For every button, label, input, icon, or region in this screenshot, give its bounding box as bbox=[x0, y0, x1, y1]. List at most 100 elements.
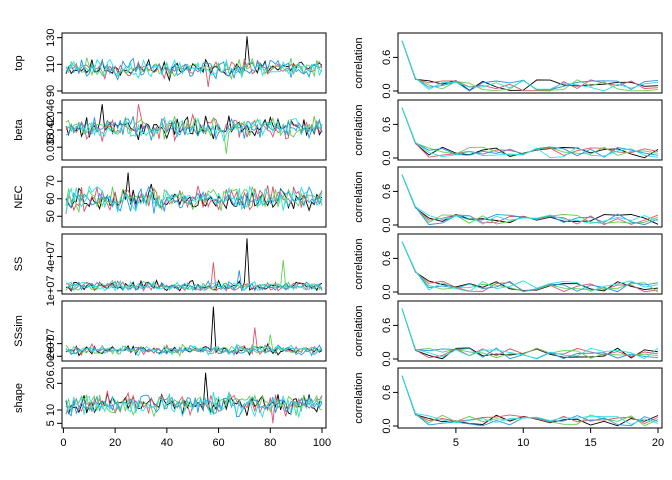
plot-frame bbox=[397, 300, 663, 362]
y-tick-label: 50 bbox=[45, 210, 57, 222]
acf-series-line bbox=[401, 40, 659, 91]
y-tick-label: 0.6 bbox=[381, 318, 393, 333]
panel-autocorrelation-0: 0.0 0.6 correlation bbox=[353, 32, 663, 99]
trace-series-line bbox=[65, 185, 323, 213]
y-tick-label: 0.046 bbox=[45, 99, 57, 127]
y-tick-label: 0.0 bbox=[381, 217, 393, 232]
y-axis-label: correlation bbox=[353, 104, 365, 155]
y-tick-label: 0.0 bbox=[381, 83, 393, 98]
plot-frame bbox=[397, 99, 663, 161]
y-tick-label: 1e+07 bbox=[45, 275, 57, 306]
y-tick-label: 130 bbox=[45, 28, 57, 46]
y-tick-label: 110 bbox=[45, 56, 57, 74]
trace-series-line bbox=[65, 391, 323, 419]
plot-frame bbox=[61, 367, 327, 429]
plot-frame bbox=[61, 32, 327, 94]
x-tick-label: 5 bbox=[453, 437, 459, 449]
acf-series-line bbox=[401, 174, 659, 225]
trace-series-line bbox=[65, 343, 323, 357]
trace-series-line bbox=[65, 280, 323, 292]
panel-trace-2: 50 60 70 NEC bbox=[13, 166, 327, 228]
panel-trace-5: 5 10 20 shape 0 20 40 60 80 100 bbox=[13, 367, 331, 449]
trace-series-line bbox=[65, 58, 323, 80]
y-axis-label: correlation bbox=[353, 171, 365, 222]
y-axis-label: SS bbox=[13, 257, 25, 272]
panel-autocorrelation-2: 0.0 0.6 correlation bbox=[353, 166, 663, 233]
acf-series-line bbox=[401, 241, 659, 293]
plot-frame bbox=[61, 166, 327, 228]
trace-series-line bbox=[65, 334, 323, 358]
acf-series-line bbox=[401, 308, 659, 360]
y-axis-label: top bbox=[13, 55, 25, 70]
panel-autocorrelation-4: 0.0 0.6 correlation bbox=[353, 300, 663, 367]
panel-autocorrelation-3: 0.0 0.6 correlation bbox=[353, 233, 663, 300]
y-tick-label: 70 bbox=[45, 175, 57, 187]
y-tick-label: 60 bbox=[45, 193, 57, 205]
trace-series-line bbox=[65, 57, 323, 81]
x-tick-label: 100 bbox=[313, 437, 331, 449]
y-axis-label: correlation bbox=[353, 37, 365, 88]
x-tick-label: 60 bbox=[212, 437, 224, 449]
plot-frame bbox=[397, 32, 663, 94]
x-tick-label: 20 bbox=[652, 437, 664, 449]
panel-autocorrelation-5: 0.0 0.6 correlation 5 10 15 20 bbox=[353, 367, 664, 449]
y-axis-label: correlation bbox=[353, 305, 365, 356]
x-tick-label: 80 bbox=[264, 437, 276, 449]
acf-series-line bbox=[401, 107, 659, 159]
y-axis-label: shape bbox=[13, 383, 25, 413]
trace-series-line bbox=[65, 116, 323, 142]
acf-series-line bbox=[401, 174, 659, 226]
y-axis-label: SSsim bbox=[13, 315, 25, 347]
acf-series-line bbox=[401, 174, 659, 225]
trace-series-line bbox=[65, 36, 323, 82]
acf-series-line bbox=[401, 174, 659, 226]
trace-series-line bbox=[65, 115, 323, 154]
y-axis-label: beta bbox=[13, 118, 25, 140]
y-tick-label: 90 bbox=[45, 85, 57, 97]
trace-series-line bbox=[65, 262, 323, 292]
acf-series-line bbox=[401, 241, 659, 293]
acf-series-line bbox=[401, 174, 659, 225]
acf-series-line bbox=[401, 40, 659, 92]
y-axis-label: NEC bbox=[13, 185, 25, 208]
y-tick-label: 0.042 bbox=[45, 116, 57, 144]
acf-series-line bbox=[401, 375, 659, 426]
y-tick-label: 0.0 bbox=[381, 284, 393, 299]
y-tick-label: 0.6 bbox=[381, 50, 393, 65]
y-axis-label: correlation bbox=[353, 372, 365, 423]
x-tick-label: 10 bbox=[517, 437, 529, 449]
y-tick-label: 0.0 bbox=[381, 418, 393, 433]
y-tick-label: 0.6 bbox=[381, 251, 393, 266]
y-tick-label: 0.0 bbox=[381, 150, 393, 165]
y-tick-label: 0.0 bbox=[381, 351, 393, 366]
y-tick-label: 2e+07 bbox=[45, 328, 57, 359]
trace-series-line bbox=[65, 238, 323, 292]
panel-trace-3: 1e+07 4e+07 SS bbox=[13, 233, 327, 306]
panel-autocorrelation-1: 0.0 0.6 correlation bbox=[353, 99, 663, 166]
y-tick-label: 20 bbox=[45, 377, 57, 389]
y-axis-label: correlation bbox=[353, 238, 365, 289]
plot-frame bbox=[397, 367, 663, 429]
x-tick-label: 0 bbox=[60, 437, 66, 449]
y-tick-label: 0.038 bbox=[45, 133, 57, 161]
plot-frame bbox=[397, 233, 663, 295]
trace-series-line bbox=[65, 186, 323, 214]
plot-frame bbox=[61, 233, 327, 295]
y-tick-label: 5 bbox=[45, 420, 57, 426]
y-tick-label: 6.0e+07 bbox=[45, 336, 57, 376]
panel-trace-0: 90 110 130 top bbox=[13, 28, 327, 97]
x-tick-label: 15 bbox=[585, 437, 597, 449]
plot-frame bbox=[61, 300, 327, 362]
x-tick-label: 40 bbox=[161, 437, 173, 449]
y-tick-label: 0.6 bbox=[381, 184, 393, 199]
acf-series-line bbox=[401, 308, 659, 359]
plot-frame bbox=[397, 166, 663, 228]
y-tick-label: 0.6 bbox=[381, 117, 393, 132]
y-tick-label: 10 bbox=[45, 404, 57, 416]
y-tick-label: 0.6 bbox=[381, 385, 393, 400]
x-tick-label: 20 bbox=[109, 437, 121, 449]
y-tick-label: 4e+07 bbox=[45, 241, 57, 272]
